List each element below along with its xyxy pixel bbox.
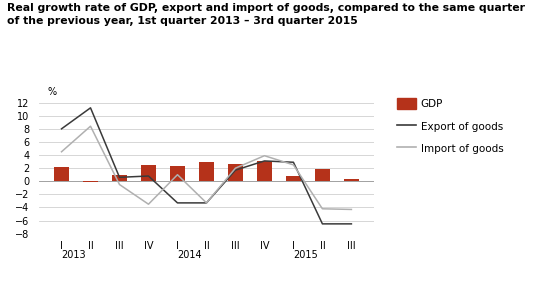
- Bar: [170, 166, 185, 181]
- Bar: [315, 169, 330, 181]
- Bar: [83, 181, 98, 182]
- Legend: GDP, Export of goods, Import of goods: GDP, Export of goods, Import of goods: [396, 97, 504, 155]
- Bar: [141, 165, 156, 181]
- Text: Real growth rate of GDP, export and import of goods, compared to the same quarte: Real growth rate of GDP, export and impo…: [7, 3, 525, 26]
- Text: %: %: [47, 87, 56, 97]
- Bar: [112, 175, 127, 181]
- Bar: [286, 176, 301, 181]
- Text: 2014: 2014: [177, 250, 202, 260]
- Text: 2015: 2015: [294, 250, 318, 260]
- Text: 2013: 2013: [61, 250, 86, 260]
- Bar: [54, 167, 69, 181]
- Bar: [344, 179, 359, 181]
- Bar: [257, 161, 272, 181]
- Bar: [228, 164, 243, 181]
- Bar: [199, 162, 214, 181]
